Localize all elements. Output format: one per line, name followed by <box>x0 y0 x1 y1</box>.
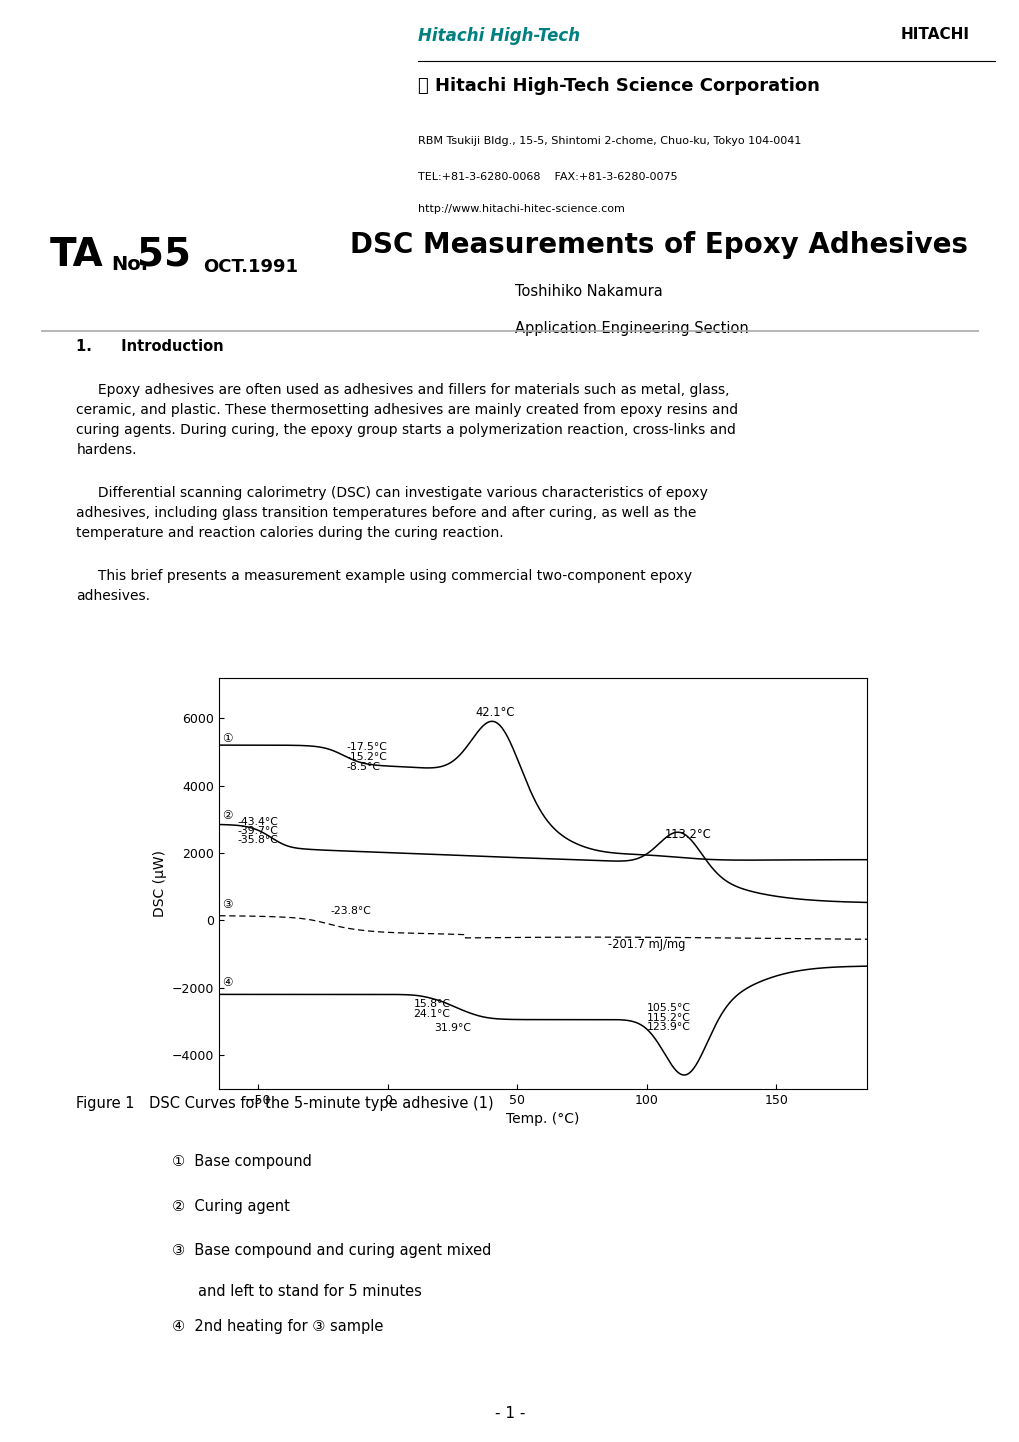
Text: Figure 1 DSC Curves for the 5-minute type adhesive (1): Figure 1 DSC Curves for the 5-minute typ… <box>76 1096 493 1110</box>
Text: -35.8°C: -35.8°C <box>237 835 278 845</box>
Text: Application Brief: Application Brief <box>0 91 419 136</box>
Text: DSC Measurements of Epoxy Adhesives: DSC Measurements of Epoxy Adhesives <box>351 231 967 258</box>
Text: 105.5°C: 105.5°C <box>646 1004 690 1014</box>
Text: ③: ③ <box>222 898 232 911</box>
Text: 24.1°C: 24.1°C <box>414 1009 450 1019</box>
Text: RBM Tsukiji Bldg., 15-5, Shintomi 2-chome, Chuo-ku, Tokyo 104-0041: RBM Tsukiji Bldg., 15-5, Shintomi 2-chom… <box>418 136 800 146</box>
Text: ①  Base compound: ① Base compound <box>171 1154 312 1169</box>
Text: ⓘ Hitachi High-Tech Science Corporation: ⓘ Hitachi High-Tech Science Corporation <box>418 76 819 95</box>
Text: -15.2°C: -15.2°C <box>345 753 387 763</box>
Text: 15.8°C: 15.8°C <box>414 999 450 1009</box>
Y-axis label: DSC (μW): DSC (μW) <box>153 849 166 917</box>
Text: -8.5°C: -8.5°C <box>345 763 380 773</box>
X-axis label: Temp. (°C): Temp. (°C) <box>506 1112 579 1126</box>
Text: -201.7 mJ/mg: -201.7 mJ/mg <box>607 937 685 950</box>
Text: - 1 -: - 1 - <box>494 1406 525 1420</box>
Text: http://www.hitachi-hitec-science.com: http://www.hitachi-hitec-science.com <box>418 203 624 213</box>
Text: ①: ① <box>222 731 232 744</box>
Text: Hitachi High-Tech: Hitachi High-Tech <box>418 27 580 45</box>
Text: 115.2°C: 115.2°C <box>646 1012 690 1022</box>
Text: Differential scanning calorimetry (DSC) can investigate various characteristics : Differential scanning calorimetry (DSC) … <box>76 486 707 541</box>
Text: and left to stand for 5 minutes: and left to stand for 5 minutes <box>198 1283 421 1299</box>
Text: -17.5°C: -17.5°C <box>345 743 387 753</box>
Text: Application Engineering Section: Application Engineering Section <box>515 322 748 336</box>
Text: HITACHI: HITACHI <box>900 27 969 42</box>
Text: -43.4°C: -43.4°C <box>237 818 278 828</box>
Text: ②: ② <box>222 809 232 822</box>
Text: OCT.1991: OCT.1991 <box>203 258 298 277</box>
Text: 1.  Introduction: 1. Introduction <box>76 339 224 353</box>
Text: ④  2nd heating for ③ sample: ④ 2nd heating for ③ sample <box>171 1319 383 1334</box>
Text: 42.1°C: 42.1°C <box>475 707 515 720</box>
Text: ②  Curing agent: ② Curing agent <box>171 1198 289 1214</box>
Text: TEL:+81-3-6280-0068    FAX:+81-3-6280-0075: TEL:+81-3-6280-0068 FAX:+81-3-6280-0075 <box>418 172 677 182</box>
Text: ④: ④ <box>222 976 232 989</box>
Text: 113.2°C: 113.2°C <box>664 828 711 841</box>
Text: -23.8°C: -23.8°C <box>330 906 371 916</box>
Text: 123.9°C: 123.9°C <box>646 1022 690 1032</box>
Text: 55: 55 <box>138 235 192 274</box>
Text: -39.7°C: -39.7°C <box>237 826 278 836</box>
Text: 31.9°C: 31.9°C <box>434 1024 471 1034</box>
Text: TA: TA <box>50 235 104 274</box>
Text: Nᴏ.: Nᴏ. <box>111 255 148 274</box>
Text: This brief presents a measurement example using commercial two-component epoxy
a: This brief presents a measurement exampl… <box>76 568 692 603</box>
Text: Epoxy adhesives are often used as adhesives and fillers for materials such as me: Epoxy adhesives are often used as adhesi… <box>76 384 738 457</box>
Text: ③  Base compound and curing agent mixed: ③ Base compound and curing agent mixed <box>171 1243 491 1259</box>
Text: Toshihiko Nakamura: Toshihiko Nakamura <box>515 284 661 298</box>
